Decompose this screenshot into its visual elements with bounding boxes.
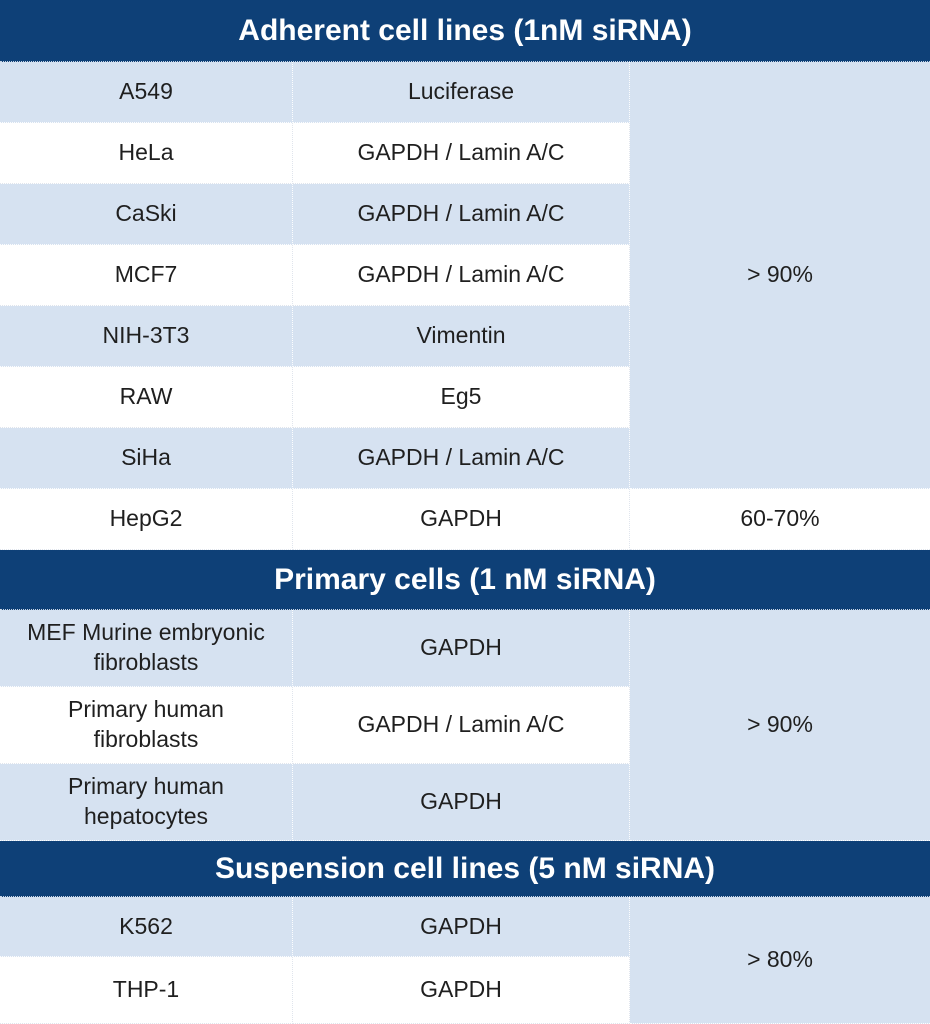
cell-line-cell: Primary human fibroblasts bbox=[0, 687, 293, 764]
table-row: Primary cells (1 nM siRNA) bbox=[0, 550, 930, 610]
cell-line-cell: K562 bbox=[0, 897, 293, 957]
target-gene-cell: GAPDH bbox=[293, 764, 630, 841]
target-gene-cell: GAPDH bbox=[293, 610, 630, 687]
target-gene-cell: GAPDH bbox=[293, 489, 630, 550]
knockdown-cell: > 80% bbox=[630, 897, 930, 1024]
target-gene-cell: GAPDH / Lamin A/C bbox=[293, 245, 630, 306]
knockdown-cell: > 90% bbox=[630, 62, 930, 489]
section-header-adherent: Adherent cell lines (1nM siRNA) bbox=[0, 0, 930, 62]
table-row: THP-1 GAPDH bbox=[0, 957, 930, 1024]
knockdown-cell: > 90% bbox=[630, 610, 930, 841]
table-row: Primary human hepatocytes GAPDH bbox=[0, 764, 930, 841]
target-gene-cell: Luciferase bbox=[293, 62, 630, 123]
table-row: SiHa GAPDH / Lamin A/C bbox=[0, 428, 930, 489]
table-row: A549 Luciferase > 90% bbox=[0, 62, 930, 489]
cell-line-cell: CaSki bbox=[0, 184, 293, 245]
table-row: HeLa GAPDH / Lamin A/C bbox=[0, 123, 930, 184]
target-gene-cell: GAPDH / Lamin A/C bbox=[293, 123, 630, 184]
section-header-primary: Primary cells (1 nM siRNA) bbox=[0, 550, 930, 610]
table-row: MEF Murine embryonic fibroblasts GAPDH >… bbox=[0, 610, 930, 841]
cell-line-cell: HeLa bbox=[0, 123, 293, 184]
table-row: NIH-3T3 Vimentin bbox=[0, 306, 930, 367]
table-row: Suspension cell lines (5 nM siRNA) bbox=[0, 841, 930, 897]
target-gene-cell: Vimentin bbox=[293, 306, 630, 367]
target-gene-cell: GAPDH / Lamin A/C bbox=[293, 184, 630, 245]
cell-line-cell: NIH-3T3 bbox=[0, 306, 293, 367]
target-gene-cell: GAPDH / Lamin A/C bbox=[293, 687, 630, 764]
cell-line-cell: THP-1 bbox=[0, 957, 293, 1024]
table-row: CaSki GAPDH / Lamin A/C bbox=[0, 184, 930, 245]
cell-line-cell: Primary human hepatocytes bbox=[0, 764, 293, 841]
cell-line-cell: MEF Murine embryonic fibroblasts bbox=[0, 610, 293, 687]
cell-line-cell: MCF7 bbox=[0, 245, 293, 306]
target-gene-cell: GAPDH / Lamin A/C bbox=[293, 428, 630, 489]
cell-line-cell: RAW bbox=[0, 367, 293, 428]
knockdown-cell: 60-70% bbox=[630, 489, 930, 550]
target-gene-cell: GAPDH bbox=[293, 897, 630, 957]
cell-line-cell: HepG2 bbox=[0, 489, 293, 550]
table-row: RAW Eg5 bbox=[0, 367, 930, 428]
cell-line-cell: SiHa bbox=[0, 428, 293, 489]
table-row: Adherent cell lines (1nM siRNA) bbox=[0, 0, 930, 62]
cell-line-cell: A549 bbox=[0, 62, 293, 123]
table-row: HepG2 GAPDH 60-70% bbox=[0, 489, 930, 550]
target-gene-cell: Eg5 bbox=[293, 367, 630, 428]
table-row: MCF7 GAPDH / Lamin A/C bbox=[0, 245, 930, 306]
table-row: K562 GAPDH > 80% bbox=[0, 897, 930, 1024]
table-row: Primary human fibroblasts GAPDH / Lamin … bbox=[0, 687, 930, 764]
target-gene-cell: GAPDH bbox=[293, 957, 630, 1024]
section-header-suspension: Suspension cell lines (5 nM siRNA) bbox=[0, 841, 930, 897]
